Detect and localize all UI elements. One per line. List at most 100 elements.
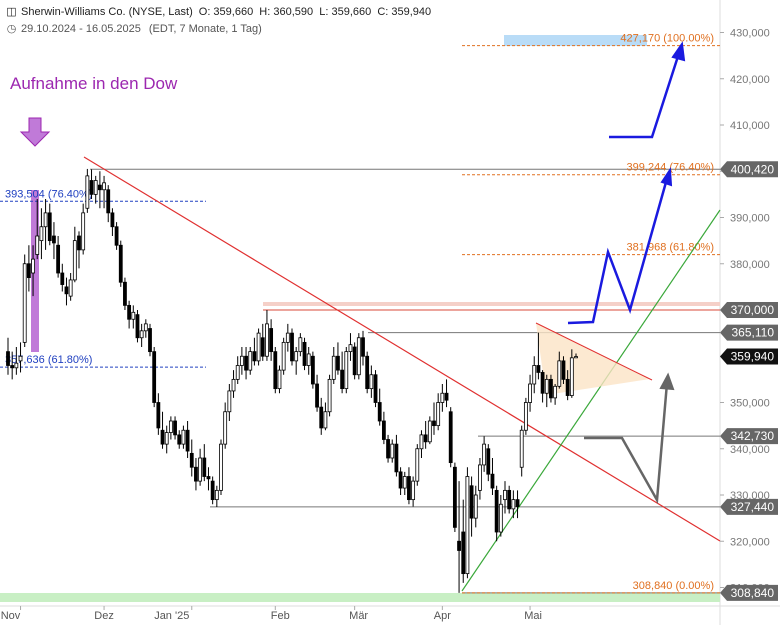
candle-body xyxy=(281,341,286,371)
last-price-label: 359,940 xyxy=(731,350,775,364)
candle-body xyxy=(269,328,274,353)
candle-body xyxy=(210,480,215,501)
candle-body xyxy=(365,355,370,390)
candle-body xyxy=(373,374,378,403)
fib-level-label: 357,636 (61.80%) xyxy=(5,354,92,366)
candle-body xyxy=(35,235,40,255)
y-tick-label: 380,000 xyxy=(730,259,770,271)
candle-body xyxy=(478,464,482,491)
clock-icon: ◷ xyxy=(6,23,17,35)
candle-body xyxy=(123,281,127,306)
candle-body xyxy=(114,226,119,246)
candle-body xyxy=(139,330,144,339)
candle-body xyxy=(536,365,541,373)
candle-body xyxy=(348,344,353,353)
candle-body xyxy=(411,480,416,501)
support-zone-green xyxy=(0,593,720,602)
candle-body xyxy=(14,362,19,369)
price-tag-label: 327,440 xyxy=(731,500,775,514)
candle-body xyxy=(540,372,545,394)
y-tick-label: 390,000 xyxy=(730,213,770,225)
y-tick-label: 340,000 xyxy=(730,444,770,456)
candle-body xyxy=(127,304,132,320)
fib-level-label: 399,244 (76.40%) xyxy=(627,162,714,174)
candlestick-icon: ◫ xyxy=(6,6,17,18)
candle-body xyxy=(93,180,98,195)
candle-body xyxy=(110,212,115,228)
candle-body xyxy=(315,383,319,408)
candle-body xyxy=(532,365,537,385)
candle-body xyxy=(507,489,512,510)
candle-body xyxy=(498,503,503,533)
candle-body xyxy=(202,457,207,477)
candle-body xyxy=(223,411,228,445)
ohlc-values: O: 359,660 H: 360,590 L: 359,660 C: 359,… xyxy=(198,6,432,18)
candle-body xyxy=(465,476,470,575)
candle-body xyxy=(106,189,111,214)
candle-body xyxy=(47,212,52,242)
candle-body xyxy=(302,341,307,366)
candle-body xyxy=(402,476,407,489)
x-tick-label: Jan '25 xyxy=(154,610,189,622)
candle-body xyxy=(235,365,240,380)
candle-body xyxy=(486,448,491,475)
candle-body xyxy=(377,402,382,422)
candle-body xyxy=(198,457,203,482)
candle-body xyxy=(214,489,219,501)
candle-body xyxy=(294,351,299,362)
candle-body xyxy=(544,378,549,394)
candle-body xyxy=(469,485,474,519)
x-tick-label: Mär xyxy=(349,610,368,622)
candle-body xyxy=(528,383,532,403)
candle-body xyxy=(423,434,428,443)
candle-body xyxy=(553,385,558,399)
price-tag-label: 308,840 xyxy=(731,586,775,600)
candle-body xyxy=(185,429,190,452)
candle-body xyxy=(173,420,177,436)
price-tag xyxy=(720,161,778,178)
last-price-tag xyxy=(720,348,778,365)
candle-body xyxy=(239,355,244,366)
candle-body xyxy=(102,182,106,191)
target-zone-blue xyxy=(504,35,647,46)
candle-body xyxy=(81,212,86,251)
candle-body xyxy=(381,420,386,440)
candle-body xyxy=(398,471,403,489)
fib-level-label: 393,504 (76.40%) xyxy=(5,188,92,200)
pennant-upper-line xyxy=(535,322,653,381)
candle-body xyxy=(273,351,278,390)
candle-body xyxy=(6,351,10,366)
price-tag xyxy=(720,498,778,515)
candle-body xyxy=(64,286,69,295)
bullish-scenario-path xyxy=(567,174,670,325)
candle-body xyxy=(561,360,566,380)
candle-body xyxy=(26,263,31,279)
candles-group xyxy=(6,168,578,593)
candle-body xyxy=(181,429,186,445)
x-tick-label: Mai xyxy=(524,610,542,622)
candle-body xyxy=(256,332,261,362)
candle-body xyxy=(323,411,328,429)
candle-body xyxy=(557,360,562,387)
price-tag-label: 370,000 xyxy=(731,303,775,317)
candle-body xyxy=(427,420,432,443)
candle-body xyxy=(361,337,365,357)
fib-level-label: 308,840 (0.00%) xyxy=(633,580,714,592)
resistance-zone-370 xyxy=(263,302,720,306)
price-tag xyxy=(720,302,778,318)
candle-body xyxy=(164,432,169,445)
arrow-head-icon xyxy=(660,166,673,187)
candle-body xyxy=(148,328,152,353)
candle-body xyxy=(503,489,507,501)
candle-body xyxy=(515,499,520,507)
candle-body xyxy=(574,356,578,359)
candle-body xyxy=(457,540,461,551)
candle-body xyxy=(22,263,27,343)
candle-body xyxy=(118,244,123,283)
candle-body xyxy=(252,351,257,362)
candle-body xyxy=(160,429,165,445)
candle-body xyxy=(131,311,136,320)
candle-body xyxy=(85,175,90,209)
y-tick-label: 420,000 xyxy=(730,74,770,86)
